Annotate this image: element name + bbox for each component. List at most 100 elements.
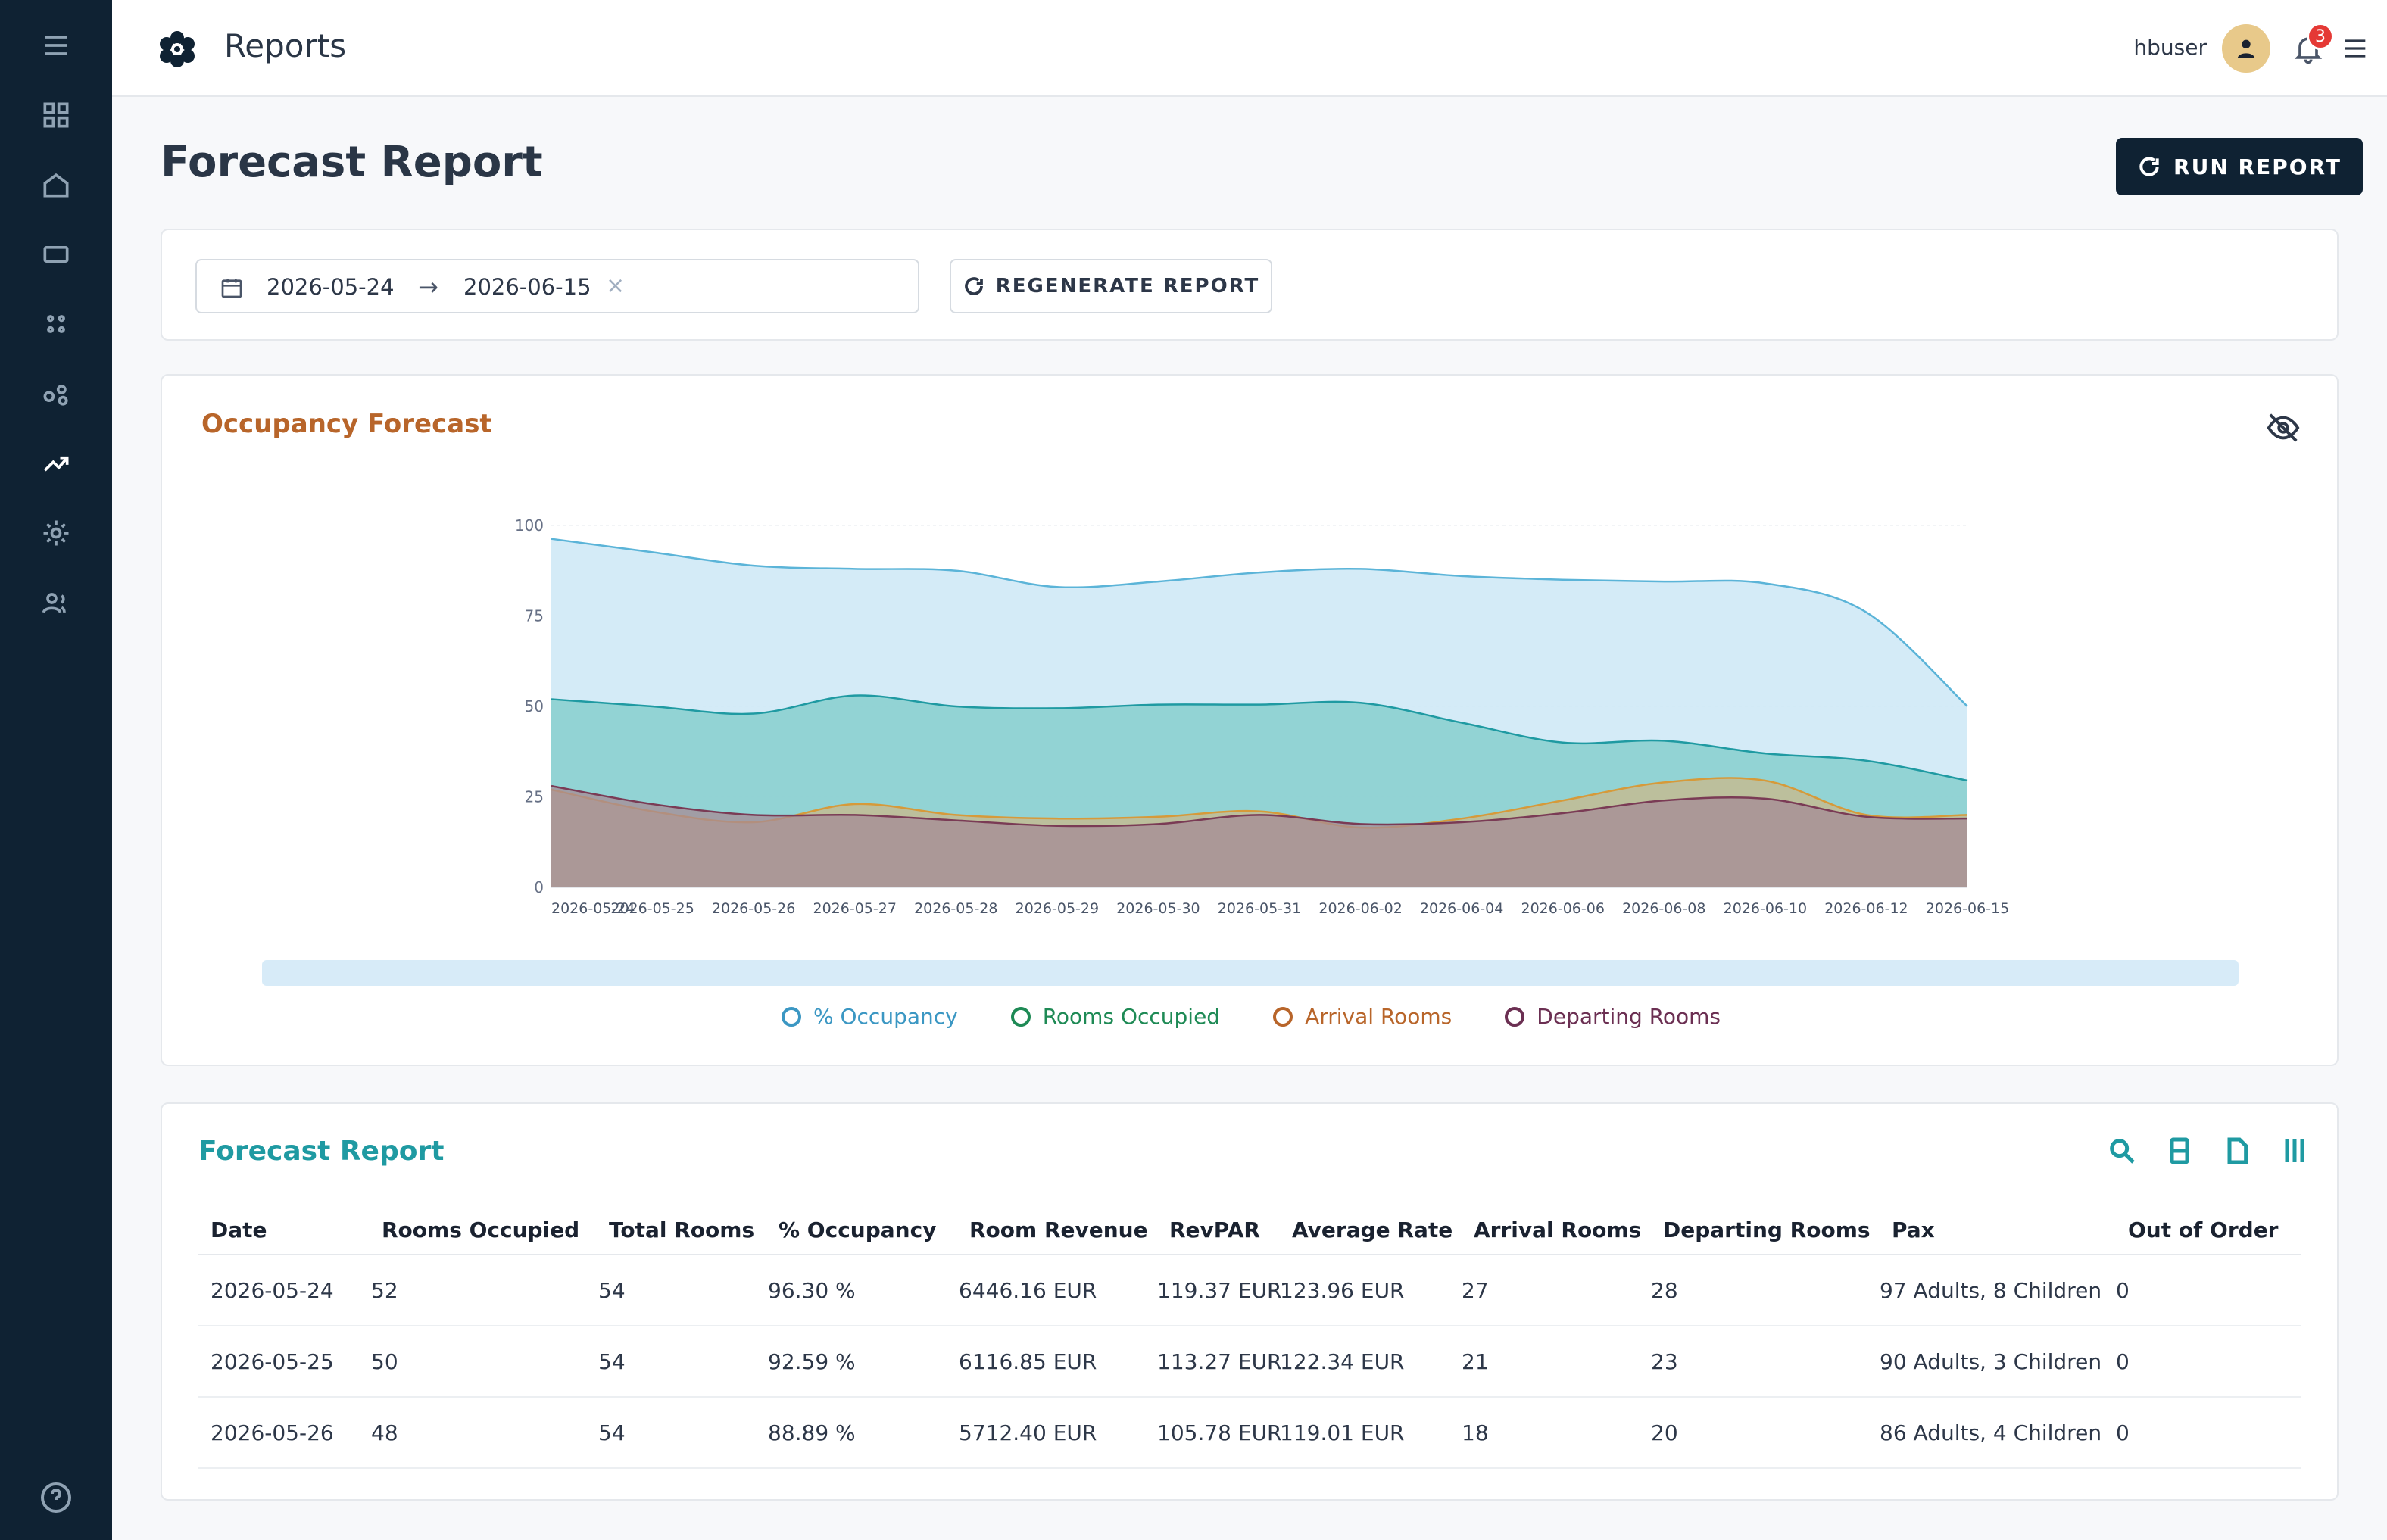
series-line xyxy=(551,694,1968,782)
menu-icon[interactable] xyxy=(2340,33,2370,64)
column-header[interactable]: Departing Rooms xyxy=(1663,1217,1871,1242)
chart-scrollbar[interactable] xyxy=(262,960,2239,986)
x-tick-label: 2026-06-10 xyxy=(1724,900,1807,917)
table-cell: 92.59 % xyxy=(768,1349,856,1374)
table-cell: 2026-05-25 xyxy=(211,1349,334,1374)
home-icon[interactable] xyxy=(35,164,77,206)
run-report-button[interactable]: RUN REPORT xyxy=(2116,138,2363,195)
table-cell: 28 xyxy=(1651,1278,1678,1303)
username[interactable]: hbuser xyxy=(2133,35,2207,60)
legend-label: Arrival Rooms xyxy=(1305,1004,1452,1029)
table-row[interactable]: 2026-05-25 50 54 92.59 % 6116.85 EUR 113.27 E… xyxy=(198,1326,2301,1398)
help-icon[interactable] xyxy=(38,1479,74,1516)
run-report-label: RUN REPORT xyxy=(2173,154,2342,179)
column-header[interactable]: RevPAR xyxy=(1169,1217,1260,1242)
avatar[interactable] xyxy=(2222,24,2270,73)
table-cell: 52 xyxy=(371,1278,398,1303)
table-cell: 113.27 EUR xyxy=(1157,1349,1282,1374)
table-cell: 123.96 EUR xyxy=(1280,1278,1405,1303)
dots-grid-icon[interactable] xyxy=(35,303,77,345)
table-cell: 54 xyxy=(598,1420,626,1445)
start-date[interactable]: 2026-05-24 xyxy=(267,274,395,300)
table-cell: 122.34 EUR xyxy=(1280,1349,1405,1374)
x-tick-label: 2026-06-08 xyxy=(1622,900,1705,917)
chart-card: Occupancy Forecast 0 25 50 75 100 2026-05-24 2… xyxy=(161,374,2339,1066)
dashboard-icon[interactable] xyxy=(35,94,77,136)
series-area xyxy=(551,786,1967,887)
table-card: Forecast Report Date Rooms Occupied Total … xyxy=(161,1102,2339,1501)
filter-card: 2026-05-24 → 2026-06-15 × REGENERATE REP… xyxy=(161,229,2339,341)
table-title: Forecast Report xyxy=(198,1136,445,1167)
table-cell: 23 xyxy=(1651,1349,1678,1374)
chart-title: Occupancy Forecast xyxy=(201,409,492,439)
nodes-icon[interactable] xyxy=(35,373,77,415)
columns-icon[interactable] xyxy=(2279,1136,2310,1166)
table-cell: 48 xyxy=(371,1420,398,1445)
regenerate-report-label: REGENERATE REPORT xyxy=(995,275,1260,298)
y-tick-label: 50 xyxy=(525,697,544,715)
table-cell: 90 Adults, 3 Children xyxy=(1880,1349,2102,1374)
y-tick-label: 75 xyxy=(525,607,544,625)
table-cell: 119.01 EUR xyxy=(1280,1420,1405,1445)
legend-item[interactable]: % Occupancy xyxy=(781,1004,958,1029)
x-tick-label: 2026-05-26 xyxy=(712,900,795,917)
eye-off-icon[interactable] xyxy=(2266,410,2301,445)
table-cell: 88.89 % xyxy=(768,1420,856,1445)
menu-icon[interactable] xyxy=(35,24,77,67)
date-range-picker[interactable]: 2026-05-24 → 2026-06-15 × xyxy=(195,259,919,313)
y-tick-label: 25 xyxy=(525,788,544,806)
table-cell: 2026-05-24 xyxy=(211,1278,334,1303)
refresh-icon xyxy=(2139,157,2159,176)
app-logo[interactable] xyxy=(154,26,200,71)
notification-badge: 3 xyxy=(2307,23,2334,50)
regenerate-report-button[interactable]: REGENERATE REPORT xyxy=(950,259,1272,313)
table-cell: 97 Adults, 8 Children xyxy=(1880,1278,2102,1303)
column-header[interactable]: Total Rooms xyxy=(609,1217,755,1242)
table-row[interactable]: 2026-05-26 48 54 88.89 % 5712.40 EUR 105.78 E… xyxy=(198,1398,2301,1469)
search-icon[interactable] xyxy=(2107,1136,2137,1166)
table-cell: 105.78 EUR xyxy=(1157,1420,1282,1445)
column-header[interactable]: % Occupancy xyxy=(779,1217,937,1242)
page-title: Forecast Report xyxy=(161,138,543,187)
column-header[interactable]: Arrival Rooms xyxy=(1474,1217,1642,1242)
legend-item[interactable]: Departing Rooms xyxy=(1505,1004,1721,1029)
table-row[interactable]: 2026-05-24 52 54 96.30 % 6446.16 EUR 119.37 E… xyxy=(198,1255,2301,1326)
rectangle-icon[interactable] xyxy=(35,233,77,276)
table-cell: 86 Adults, 4 Children xyxy=(1880,1420,2102,1445)
table-cell: 6116.85 EUR xyxy=(959,1349,1097,1374)
arrow-right-icon: → xyxy=(418,273,438,301)
x-tick-label: 2026-06-15 xyxy=(1926,900,2009,917)
table-header: Date Rooms Occupied Total Rooms % Occupancy… xyxy=(198,1207,2301,1255)
column-header[interactable]: Out of Order xyxy=(2128,1217,2279,1242)
legend-marker xyxy=(1505,1006,1525,1027)
column-header[interactable]: Pax xyxy=(1892,1217,1935,1242)
trending-up-icon[interactable] xyxy=(35,442,77,485)
legend-item[interactable]: Rooms Occupied xyxy=(1010,1004,1221,1029)
legend-marker xyxy=(1273,1006,1293,1027)
column-header[interactable]: Room Revenue xyxy=(969,1217,1148,1242)
document-icon[interactable] xyxy=(2222,1136,2252,1166)
sidebar xyxy=(0,0,112,1540)
table-cell: 54 xyxy=(598,1278,626,1303)
column-header[interactable]: Average Rate xyxy=(1292,1217,1453,1242)
x-tick-label: 2026-05-30 xyxy=(1116,900,1200,917)
column-header[interactable]: Date xyxy=(211,1217,267,1242)
print-icon[interactable] xyxy=(2164,1136,2195,1166)
table-cell: 18 xyxy=(1462,1420,1489,1445)
legend-item[interactable]: Arrival Rooms xyxy=(1273,1004,1452,1029)
legend-label: % Occupancy xyxy=(813,1004,958,1029)
series-line xyxy=(551,538,1968,707)
users-icon[interactable] xyxy=(35,581,77,624)
table-cell: 20 xyxy=(1651,1420,1678,1445)
x-tick-label: 2026-05-28 xyxy=(914,900,997,917)
table-cell: 0 xyxy=(2116,1420,2130,1445)
x-tick-label: 2026-05-25 xyxy=(610,900,694,917)
legend-label: Rooms Occupied xyxy=(1042,1004,1221,1029)
table-cell: 2026-05-26 xyxy=(211,1420,334,1445)
end-date[interactable]: 2026-06-15 xyxy=(463,274,591,300)
gear-icon[interactable] xyxy=(35,512,77,554)
column-header[interactable]: Rooms Occupied xyxy=(382,1217,580,1242)
x-tick-label: 2026-06-04 xyxy=(1420,900,1503,917)
clear-icon[interactable]: × xyxy=(606,273,626,299)
